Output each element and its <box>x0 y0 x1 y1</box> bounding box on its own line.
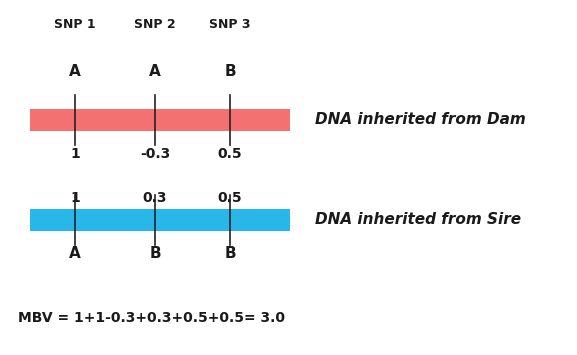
Text: A: A <box>69 246 81 262</box>
Text: DNA inherited from Sire: DNA inherited from Sire <box>315 213 521 228</box>
Text: 0.5: 0.5 <box>218 147 242 161</box>
Text: SNP 2: SNP 2 <box>134 18 176 31</box>
Text: DNA inherited from Dam: DNA inherited from Dam <box>315 113 526 127</box>
Text: B: B <box>224 65 236 80</box>
Text: MBV = 1+1-0.3+0.3+0.5+0.5= 3.0: MBV = 1+1-0.3+0.3+0.5+0.5= 3.0 <box>18 311 285 325</box>
Text: 1: 1 <box>70 191 80 205</box>
Text: 0.5: 0.5 <box>218 191 242 205</box>
Text: B: B <box>224 246 236 262</box>
Text: A: A <box>69 65 81 80</box>
Text: SNP 3: SNP 3 <box>209 18 251 31</box>
Text: 1: 1 <box>70 147 80 161</box>
Text: SNP 1: SNP 1 <box>54 18 96 31</box>
Bar <box>30 109 290 131</box>
Text: B: B <box>149 246 161 262</box>
Text: A: A <box>149 65 161 80</box>
Text: 0.3: 0.3 <box>143 191 167 205</box>
Text: -0.3: -0.3 <box>140 147 170 161</box>
Bar <box>30 209 290 231</box>
